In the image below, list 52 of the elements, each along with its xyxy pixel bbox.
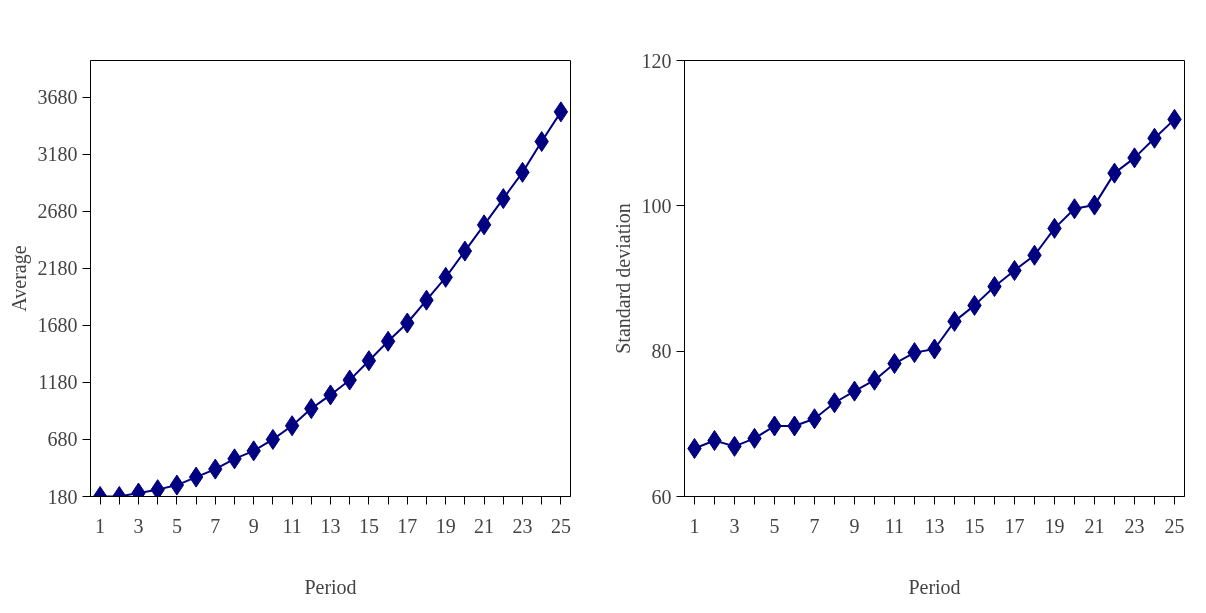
y-tick-label: 60 <box>651 485 672 508</box>
y-tick-label: 2680 <box>37 200 78 223</box>
x-tick-label: 23 <box>512 514 533 537</box>
point <box>284 415 300 437</box>
x-tick-label: 5 <box>769 514 780 537</box>
y-tick-label: 680 <box>47 428 78 451</box>
x-tick-label: 17 <box>397 514 418 537</box>
point <box>188 466 204 488</box>
x-tick-label: 11 <box>884 514 905 537</box>
y-tick-label: 1180 <box>38 371 78 394</box>
point <box>380 330 396 352</box>
x-axis-title: Period <box>304 575 357 598</box>
x-tick-label: 7 <box>809 514 820 537</box>
y-axis-title: Average <box>7 245 31 312</box>
y-tick-label: 80 <box>651 340 672 363</box>
point <box>457 240 473 262</box>
x-tick-label: 25 <box>550 514 571 537</box>
x-tick-label: 19 <box>435 514 456 537</box>
point <box>150 479 165 497</box>
x-tick-label: 21 <box>1084 514 1105 537</box>
y-tick-label: 1680 <box>37 314 78 337</box>
x-tick-label: 15 <box>358 514 379 537</box>
y-tick-label: 100 <box>641 194 672 217</box>
x-tick-label: 17 <box>1004 514 1025 537</box>
x-tick-label: 3 <box>729 514 740 537</box>
y-tick-label: 180 <box>47 485 78 508</box>
point <box>476 214 492 236</box>
x-tick-label: 1 <box>689 514 700 537</box>
x-tick-label: 19 <box>1044 514 1065 537</box>
x-tick-label: 25 <box>1164 514 1185 537</box>
x-tick-label: 11 <box>282 514 302 537</box>
x-tick-label: 9 <box>248 514 259 537</box>
x-tick-label: 1 <box>95 514 106 537</box>
point <box>169 474 185 496</box>
point <box>265 428 281 450</box>
x-axis-title: Period <box>908 575 961 598</box>
x-tick-label: 13 <box>924 514 945 537</box>
x-tick-label: 13 <box>320 514 341 537</box>
point <box>553 101 569 123</box>
y-tick-label: 2180 <box>37 257 78 280</box>
x-tick-label: 21 <box>474 514 495 537</box>
x-tick-label: 9 <box>849 514 860 537</box>
x-tick-label: 7 <box>210 514 221 537</box>
y-axis-title: Standard deviation <box>611 203 634 354</box>
x-tick-label: 15 <box>964 514 985 537</box>
x-tick-label: 3 <box>133 514 144 537</box>
y-tick-label: 3680 <box>37 86 78 109</box>
y-tick-label: 120 <box>641 49 672 72</box>
y-tick-label: 3180 <box>37 143 78 166</box>
point <box>361 350 377 372</box>
x-tick-label: 5 <box>171 514 182 537</box>
x-tick-label: 23 <box>1124 514 1145 537</box>
